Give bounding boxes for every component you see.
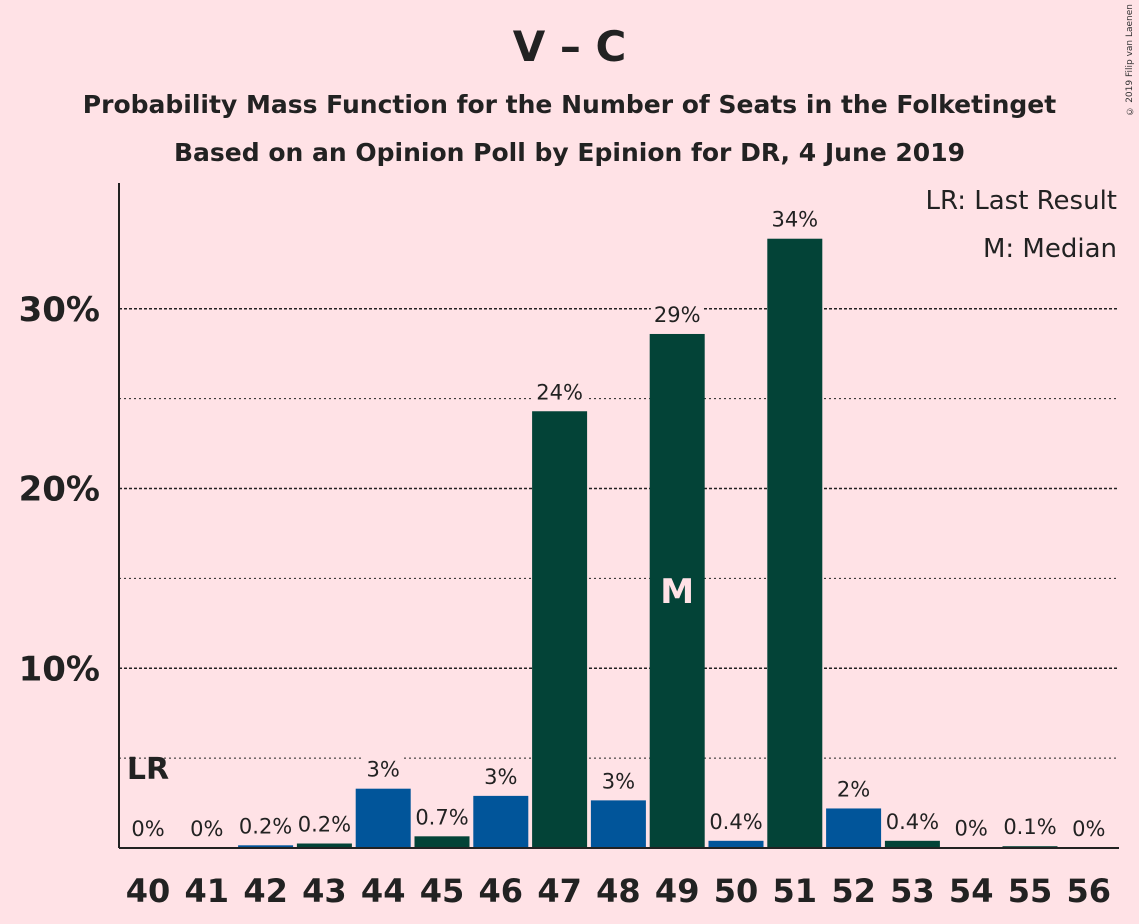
value-label-background — [363, 756, 403, 783]
bar-seat-43 — [296, 843, 352, 848]
bar-seat-53 — [884, 840, 940, 848]
bar-value-labels: 0% 0% 0.2% 0.2% 3% 0.7% 3% 24% 3% 29% 0.4% 34% 2% 0.4… — [128, 206, 1109, 842]
legend-entry: M: Median — [983, 234, 1117, 264]
value-label-background — [951, 815, 991, 842]
y-tick-label: 20% — [19, 470, 100, 510]
legend-background — [930, 225, 1119, 261]
value-label-seat-40: 0% — [131, 817, 164, 841]
value-label-seat-56: 0% — [1072, 817, 1105, 841]
x-tick-label: 45 — [420, 872, 465, 910]
bar-seat-52 — [826, 808, 882, 848]
y-tick-label: 10% — [19, 649, 100, 689]
x-axis-ticks: 40 41 42 43 44 45 46 47 48 49 50 51 52 53 54 55 56 — [126, 872, 1111, 910]
bar-seat-44 — [355, 788, 411, 848]
value-label-seat-45: 0.7% — [415, 805, 468, 829]
value-label-seat-50: 0.4% — [709, 810, 762, 834]
bar-seat-48 — [590, 800, 646, 848]
value-label-background — [533, 379, 586, 406]
value-label-background — [187, 816, 227, 842]
value-label-background — [1069, 816, 1109, 842]
value-label-seat-54: 0% — [955, 817, 988, 841]
bar-seat-47 — [532, 411, 588, 848]
value-label-background — [650, 301, 704, 328]
x-tick-label: 41 — [185, 872, 230, 910]
value-label-background — [1000, 814, 1060, 841]
bar-seat-49 — [649, 333, 705, 848]
value-label-background — [481, 763, 521, 790]
value-label-seat-47: 24% — [536, 380, 583, 404]
x-tick-label: 40 — [126, 872, 171, 910]
gridlines — [119, 308, 1119, 759]
median-marker: M — [660, 572, 694, 612]
x-tick-label: 52 — [831, 872, 876, 910]
value-label-background — [294, 811, 355, 838]
value-label-seat-46: 3% — [484, 765, 517, 789]
legend: LR: Last Result M: Median — [925, 183, 1119, 264]
value-label-background — [706, 808, 766, 835]
value-label-seat-51: 34% — [771, 208, 818, 232]
legend-entry: LR: Last Result — [925, 186, 1117, 216]
value-label-seat-43: 0.2% — [298, 813, 351, 837]
y-tick-label: 30% — [19, 290, 100, 330]
value-label-background — [128, 816, 168, 842]
value-label-seat-49: 29% — [654, 303, 701, 327]
last-result-marker: LR — [127, 752, 169, 787]
value-label-background — [882, 808, 943, 835]
x-tick-label: 50 — [714, 872, 759, 910]
x-tick-label: 55 — [1008, 872, 1053, 910]
chart-subtitle-poll: Based on an Opinion Poll by Epinion for … — [174, 138, 965, 167]
x-tick-label: 53 — [890, 872, 935, 910]
bar-seat-46 — [473, 795, 529, 848]
x-tick-label: 43 — [302, 872, 347, 910]
y-axis-ticks: 10% 20% 30% — [19, 290, 100, 689]
x-tick-label: 48 — [596, 872, 641, 910]
value-label-background — [768, 206, 822, 233]
bar-seat-51 — [767, 238, 823, 849]
bar-seat-45 — [414, 836, 470, 848]
value-label-background — [412, 804, 472, 831]
bar-seat-50 — [708, 840, 764, 848]
x-tick-label: 56 — [1067, 872, 1112, 910]
x-tick-label: 54 — [949, 872, 994, 910]
value-label-background — [235, 813, 296, 840]
bar-seat-42 — [238, 845, 294, 848]
x-tick-label: 46 — [479, 872, 524, 910]
value-label-background — [598, 768, 639, 795]
value-label-seat-52: 2% — [837, 777, 870, 801]
value-label-seat-44: 3% — [367, 758, 400, 782]
bars — [238, 238, 1058, 849]
value-label-seat-55: 0.1% — [1003, 815, 1056, 839]
chart-title: V – C — [512, 22, 627, 71]
value-label-seat-42: 0.2% — [239, 814, 292, 838]
x-tick-label: 51 — [773, 872, 818, 910]
chart-markers: LR M — [127, 572, 694, 787]
value-label-seat-53: 0.4% — [886, 810, 939, 834]
x-tick-label: 47 — [537, 872, 582, 910]
value-label-seat-48: 3% — [602, 769, 635, 793]
value-label-background — [833, 776, 874, 803]
value-label-seat-41: 0% — [190, 817, 223, 841]
x-tick-label: 42 — [243, 872, 288, 910]
legend-background — [930, 183, 1119, 219]
chart-subtitle: Probability Mass Function for the Number… — [82, 90, 1057, 119]
x-tick-label: 49 — [655, 872, 700, 910]
x-tick-label: 44 — [361, 872, 406, 910]
